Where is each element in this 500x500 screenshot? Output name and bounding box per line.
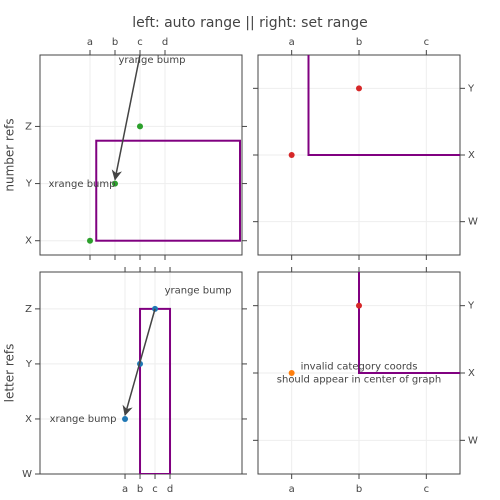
- x-tick-label: d: [162, 37, 168, 48]
- point: [112, 180, 118, 187]
- y-tick-label: W: [22, 469, 32, 480]
- y-axis-title: letter refs: [3, 344, 17, 403]
- point: [356, 302, 362, 309]
- x-tick-label: a: [122, 484, 128, 495]
- annotation: yrange bump: [119, 55, 186, 66]
- x-tick-label: a: [289, 484, 295, 495]
- x-tick-label: b: [112, 37, 118, 48]
- y-tick-label: X: [468, 368, 475, 379]
- point: [122, 415, 129, 422]
- y-tick-label: W: [468, 435, 478, 446]
- annotation-arrow: [122, 308, 156, 417]
- y-tick-label: Y: [467, 301, 475, 312]
- annotation: yrange bump: [165, 286, 232, 297]
- annotation: xrange bump: [49, 179, 116, 190]
- annotation: invalid category coords: [301, 362, 418, 373]
- y-tick-label: Z: [25, 304, 32, 315]
- point: [288, 370, 295, 376]
- x-tick-label: b: [356, 37, 362, 48]
- subplot: a b c W X Y: [253, 37, 478, 260]
- shape-rect: [307, 55, 460, 156]
- x-tick-label: c: [424, 484, 430, 495]
- x-tick-label: b: [356, 484, 362, 495]
- annotation: should appear in center of graph: [277, 375, 441, 386]
- point: [356, 85, 362, 92]
- x-tick-label: c: [424, 37, 430, 48]
- plot-frame: [39, 54, 243, 256]
- x-tick-label: b: [137, 484, 143, 495]
- y-axis-title: number refs: [3, 118, 17, 191]
- annotation-arrow: [111, 54, 141, 181]
- y-tick-label: X: [468, 150, 475, 161]
- y-tick-label: Y: [25, 179, 33, 190]
- y-tick-label: X: [25, 236, 32, 247]
- y-tick-label: W: [468, 217, 478, 228]
- figure-title: left: auto range || right: set range: [132, 15, 367, 31]
- y-tick-label: Y: [467, 83, 475, 94]
- x-tick-label: c: [152, 484, 158, 495]
- x-tick-label: a: [87, 37, 93, 48]
- point: [87, 237, 93, 244]
- x-tick-label: a: [289, 37, 295, 48]
- y-tick-label: Y: [25, 359, 33, 370]
- annotation: xrange bump: [50, 414, 117, 425]
- y-tick-label: Z: [25, 121, 32, 132]
- y-tick-label: X: [25, 414, 32, 425]
- x-tick-label: c: [137, 37, 143, 48]
- point: [288, 152, 295, 158]
- point: [137, 123, 143, 130]
- x-tick-label: d: [167, 484, 173, 495]
- shape-rect: [95, 139, 241, 242]
